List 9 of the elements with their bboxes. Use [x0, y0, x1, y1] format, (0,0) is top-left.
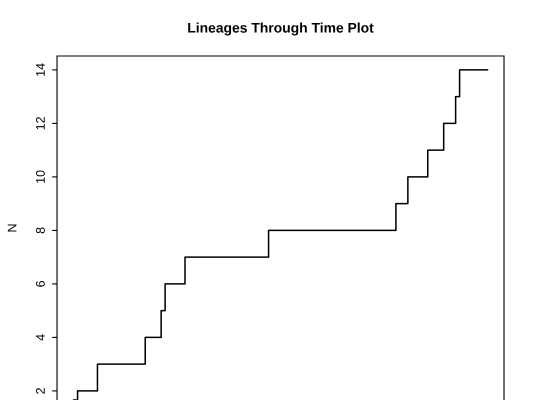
y-axis-title: N [8, 224, 16, 232]
y-tick-label: 8 [36, 227, 45, 234]
y-tick-label: 2 [36, 388, 45, 394]
y-tick-label: 6 [36, 280, 45, 287]
y-tick-label: 4 [36, 334, 45, 341]
chart-title: Lineages Through Time Plot [188, 22, 374, 36]
y-tick-label: 14 [36, 63, 45, 76]
y-tick-label: 12 [36, 117, 45, 130]
y-tick-label: 10 [36, 170, 45, 183]
